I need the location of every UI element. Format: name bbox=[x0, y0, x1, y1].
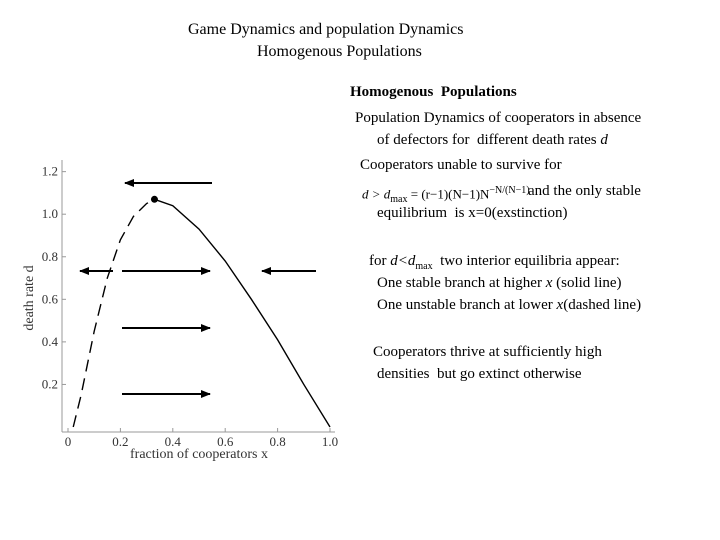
y-tick-label: 1.0 bbox=[42, 206, 58, 221]
curve bbox=[154, 198, 331, 428]
text: and the only stable bbox=[528, 183, 641, 199]
text: d bbox=[600, 132, 608, 148]
text: equilibrium is x=0(exstinction) bbox=[377, 205, 568, 221]
text: (solid line) bbox=[552, 275, 622, 291]
text: One unstable branch at lower bbox=[377, 297, 557, 313]
y-axis-label: death rate d bbox=[22, 265, 37, 330]
text: densities but go extinct otherwise bbox=[377, 366, 582, 382]
text: <d bbox=[397, 253, 416, 269]
text: of defectors for different death rates bbox=[377, 132, 601, 148]
text: max bbox=[415, 261, 433, 272]
text: One stable branch at higher x (solid lin… bbox=[377, 274, 622, 292]
slide-subtitle: Homogenous Populations bbox=[257, 43, 422, 60]
y-tick-label: 1.2 bbox=[42, 164, 58, 179]
x-tick-label: 0 bbox=[65, 434, 72, 449]
heading: Homogenous Populations bbox=[350, 84, 517, 100]
y-tick-label: 0.2 bbox=[42, 376, 58, 391]
x-tick-label: 0.6 bbox=[217, 434, 234, 449]
text: d > d bbox=[362, 186, 391, 202]
text: (dashed line) bbox=[563, 297, 642, 313]
curve bbox=[72, 198, 155, 428]
text: for bbox=[369, 253, 391, 269]
text: x bbox=[545, 275, 553, 291]
text: max bbox=[390, 193, 408, 205]
y-tick-label: 0.6 bbox=[42, 291, 59, 306]
formula: d > dmax = (r−1)(N−1)N−N/(N−1) bbox=[362, 182, 530, 209]
y-tick-label: 0.8 bbox=[42, 249, 58, 264]
text: Cooperators unable to survive for bbox=[360, 157, 562, 173]
text: One stable branch at higher bbox=[377, 275, 546, 291]
slide-title: Game Dynamics and population Dynamics bbox=[188, 21, 464, 38]
text: = (r−1)(N−1)N bbox=[407, 186, 490, 202]
text: −N/(N−1) bbox=[489, 185, 530, 196]
max-point bbox=[150, 195, 158, 203]
text: d bbox=[390, 253, 398, 269]
x-axis-label: fraction of cooperators x bbox=[130, 447, 268, 462]
chart: fraction of cooperators x death rate d 0… bbox=[22, 160, 338, 462]
text: One unstable branch at lower x(dashed li… bbox=[377, 296, 641, 314]
text: x bbox=[556, 297, 564, 313]
x-tick-label: 1.0 bbox=[322, 434, 338, 449]
text: two interior equilibria appear: bbox=[432, 253, 620, 269]
y-tick-label: 0.4 bbox=[42, 334, 59, 349]
text: Population Dynamics of cooperators in ab… bbox=[355, 110, 642, 126]
text: Cooperators thrive at sufficiently high bbox=[373, 344, 602, 360]
x-tick-label: 0.4 bbox=[165, 434, 182, 449]
x-tick-label: 0.8 bbox=[269, 434, 285, 449]
text: for d<dmax two interior equilibria appea… bbox=[369, 252, 620, 276]
text: of defectors for different death rates d bbox=[377, 131, 608, 149]
x-tick-label: 0.2 bbox=[112, 434, 128, 449]
